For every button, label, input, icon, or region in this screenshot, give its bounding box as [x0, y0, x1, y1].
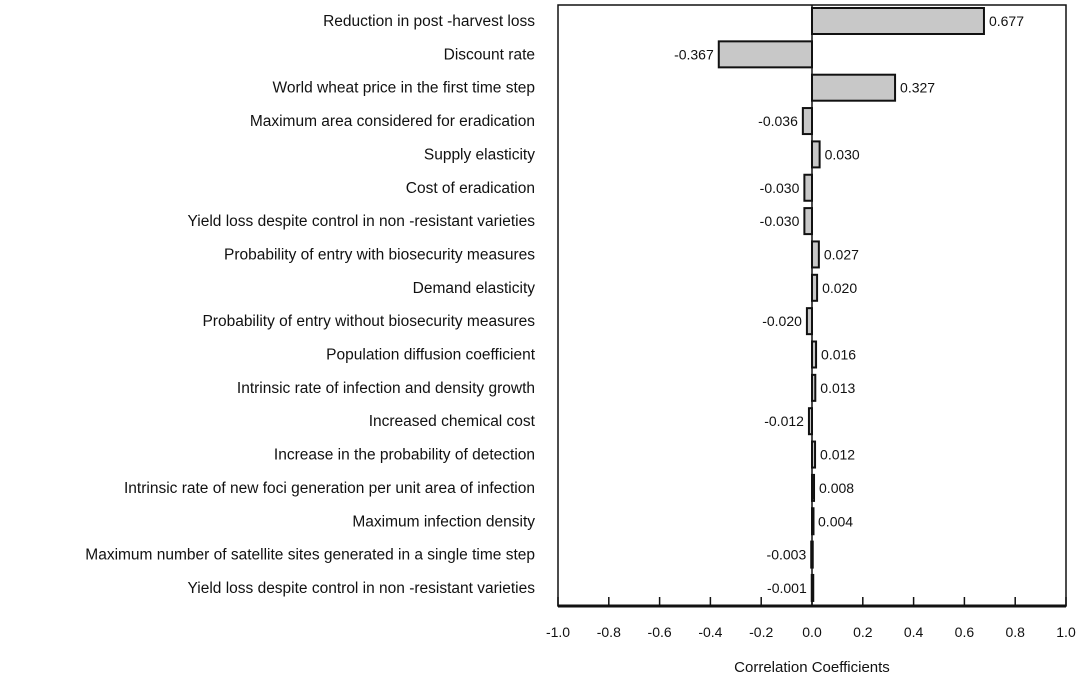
category-label: Demand elasticity [413, 280, 536, 297]
x-tick-label: -0.8 [597, 624, 621, 640]
value-label: 0.008 [819, 480, 854, 496]
category-label: Intrinsic rate of new foci generation pe… [124, 480, 535, 497]
bars [717, 7, 985, 602]
bar [807, 407, 814, 436]
bar [811, 373, 817, 402]
value-label: 0.030 [825, 146, 860, 162]
value-label: 0.012 [820, 447, 855, 463]
category-label: Probability of entry without biosecurity… [202, 313, 535, 330]
bar [803, 207, 814, 236]
x-tick-label: -1.0 [546, 624, 570, 640]
x-tick-label: 0.4 [904, 624, 924, 640]
x-tick-label: -0.4 [698, 624, 722, 640]
value-label: -0.001 [767, 580, 807, 596]
category-label: Increase in the probability of detection [274, 447, 535, 464]
bar [717, 40, 814, 69]
bar [811, 473, 816, 502]
bar [811, 140, 821, 169]
category-label: Intrinsic rate of infection and density … [237, 380, 535, 397]
value-label: -0.030 [760, 180, 800, 196]
x-axis-ticks: -1.0 -0.8 -0.6 -0.4 -0.2 0.0 0.2 0.4 0.6 0.8 1.0 [546, 597, 1076, 640]
category-label: Maximum area considered for eradication [250, 113, 535, 130]
category-label: Cost of eradication [406, 180, 535, 197]
bar [803, 173, 814, 202]
x-tick-label: 0.6 [955, 624, 975, 640]
bar [811, 507, 815, 536]
bar [811, 240, 820, 269]
category-label: Yield loss despite control in non -resis… [188, 213, 536, 230]
x-tick-label: -0.2 [749, 624, 773, 640]
value-label: 0.020 [822, 280, 857, 296]
category-label: Maximum infection density [352, 513, 535, 530]
value-label: 0.327 [900, 80, 935, 96]
bar [811, 273, 819, 302]
category-label: Discount rate [444, 46, 535, 63]
x-tick-label: 1.0 [1056, 624, 1076, 640]
bar [805, 307, 813, 336]
value-label: 0.677 [989, 13, 1024, 29]
value-label: 0.027 [824, 246, 859, 262]
value-label: -0.367 [674, 46, 714, 62]
bar [811, 7, 985, 35]
category-label: Probability of entry with biosecurity me… [224, 246, 535, 263]
category-label: Maximum number of satellite sites genera… [85, 547, 535, 564]
x-tick-label: 0.0 [802, 624, 822, 640]
value-label: 0.016 [821, 347, 856, 363]
value-label: 0.004 [818, 513, 853, 529]
value-label: -0.012 [764, 413, 804, 429]
bar [811, 440, 817, 469]
value-label: 0.013 [820, 380, 855, 396]
bar [811, 73, 897, 102]
x-tick-label: 0.2 [853, 624, 873, 640]
category-label: Population diffusion coefficient [326, 347, 536, 364]
value-label: -0.030 [760, 213, 800, 229]
category-label: Reduction in post -harvest loss [323, 13, 535, 30]
category-label: Supply elasticity [424, 146, 535, 163]
value-labels: 0.677 -0.367 0.327 -0.036 0.030 -0.030 -0.030 0… [674, 13, 1024, 596]
value-label: -0.020 [762, 313, 802, 329]
value-label: -0.036 [758, 113, 798, 129]
category-label: World wheat price in the first time step [273, 80, 535, 97]
category-labels: Reduction in post -harvest loss Discount … [85, 13, 535, 597]
bar [810, 540, 814, 569]
category-label: Increased chemical cost [369, 413, 536, 430]
x-tick-label: 0.8 [1005, 624, 1025, 640]
x-tick-label: -0.6 [648, 624, 672, 640]
category-label: Yield loss despite control in non -resis… [188, 580, 536, 597]
x-axis-title: Correlation Coefficients [734, 659, 890, 676]
bar [801, 107, 813, 136]
bar [811, 340, 818, 369]
value-label: -0.003 [767, 547, 807, 563]
